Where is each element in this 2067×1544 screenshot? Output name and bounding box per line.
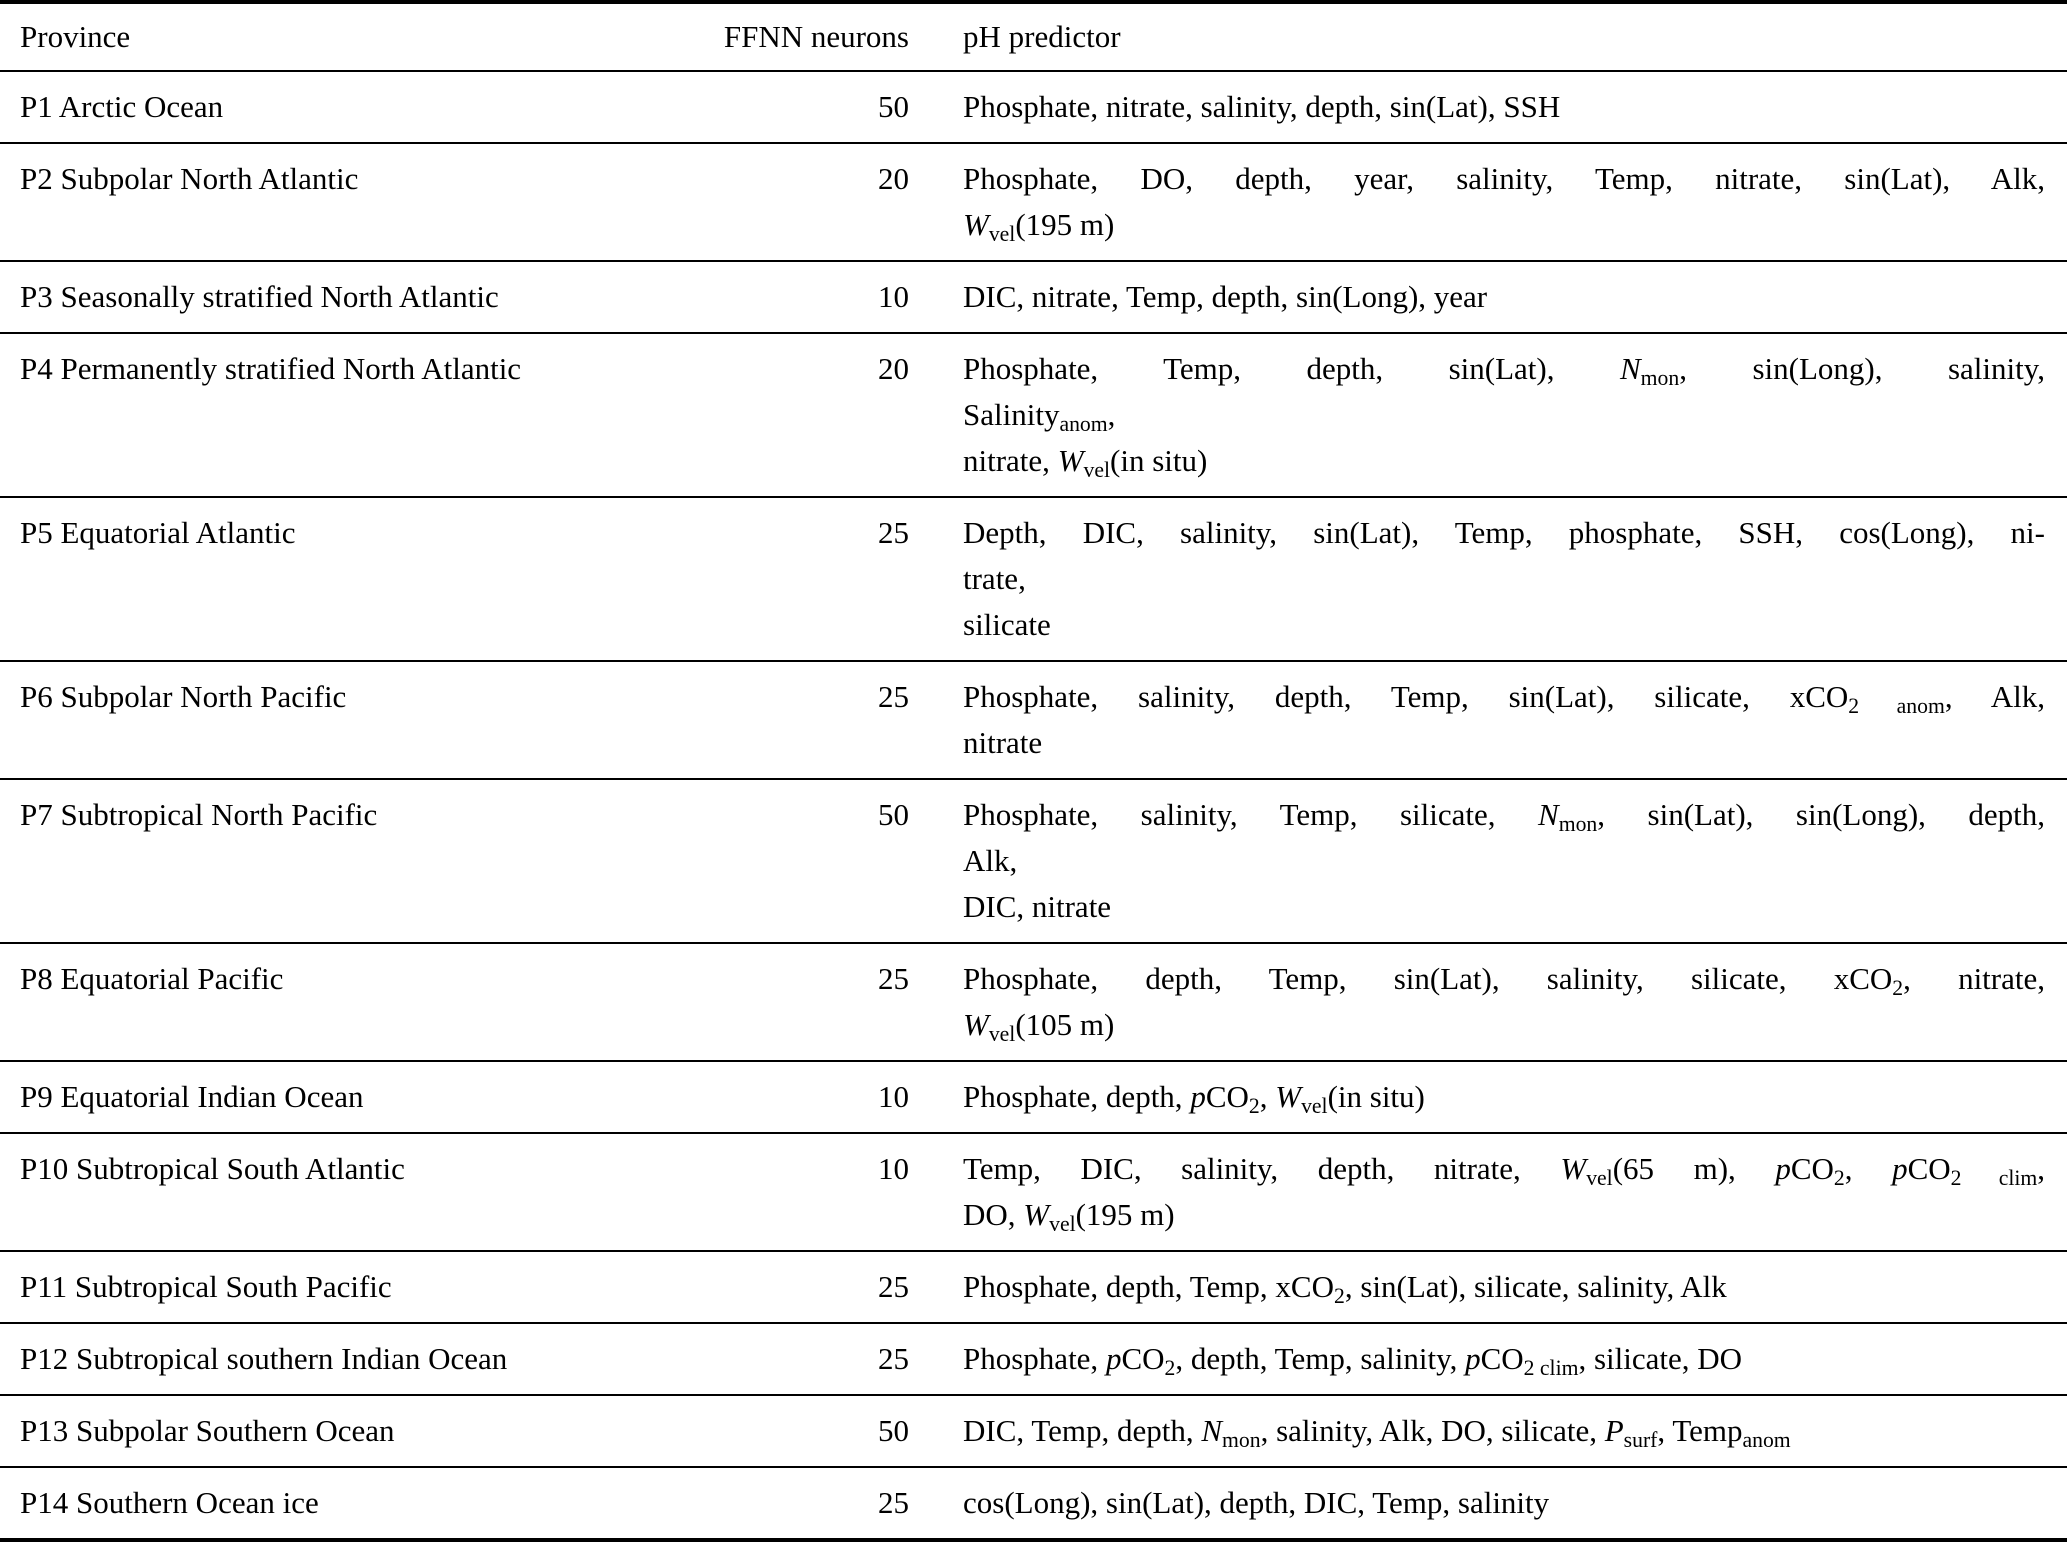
header-ph-predictor: pH predictor bbox=[909, 2, 2067, 72]
table-body: P1 Arctic Ocean 50 Phosphate, nitrate, s… bbox=[0, 71, 2067, 1540]
neurons-cell: 25 bbox=[878, 515, 909, 550]
province-cell: P6 Subpolar North Pacific bbox=[20, 679, 347, 714]
table-row: P14 Southern Ocean ice 25 cos(Long), sin… bbox=[0, 1467, 2067, 1540]
province-cell: P9 Equatorial Indian Ocean bbox=[20, 1079, 364, 1114]
predictor-line: Alk, bbox=[963, 843, 1018, 878]
table-row: P3 Seasonally stratified North Atlantic … bbox=[0, 261, 2067, 333]
predictor-cell: Phosphate, Temp, depth, sin(Lat), Nmon, … bbox=[909, 333, 2067, 497]
province-cell: P11 Subtropical South Pacific bbox=[20, 1269, 392, 1304]
predictor-line: Phosphate, depth, Temp, sin(Lat), salini… bbox=[963, 961, 2045, 1001]
province-cell: P4 Permanently stratified North Atlantic bbox=[20, 351, 522, 386]
predictor-cell: Depth, DIC, salinity, sin(Lat), Temp, ph… bbox=[909, 497, 2067, 661]
predictor-line: Phosphate, Temp, depth, sin(Lat), Nmon, … bbox=[963, 351, 2045, 391]
neurons-cell: 50 bbox=[878, 797, 909, 832]
predictor-cell: Temp, DIC, salinity, depth, nitrate, Wve… bbox=[909, 1133, 2067, 1251]
predictor-line: silicate bbox=[963, 607, 1051, 642]
header-ffnn-neurons: FFNN neurons bbox=[651, 2, 909, 72]
table-row: P1 Arctic Ocean 50 Phosphate, nitrate, s… bbox=[0, 71, 2067, 143]
predictor-line: Salinityanom, bbox=[963, 397, 1116, 437]
table-row: P8 Equatorial Pacific 25 Phosphate, dept… bbox=[0, 943, 2067, 1061]
neurons-cell: 25 bbox=[878, 1341, 909, 1376]
province-cell: P3 Seasonally stratified North Atlantic bbox=[20, 279, 499, 314]
neurons-cell: 10 bbox=[878, 1079, 909, 1114]
table-row: P7 Subtropical North Pacific 50 Phosphat… bbox=[0, 779, 2067, 943]
predictor-line: DIC, nitrate bbox=[963, 889, 1112, 924]
neurons-cell: 25 bbox=[878, 1269, 909, 1304]
predictor-line: Phosphate, salinity, depth, Temp, sin(La… bbox=[963, 679, 2045, 719]
neurons-cell: 10 bbox=[878, 279, 909, 314]
table-row: P12 Subtropical southern Indian Ocean 25… bbox=[0, 1323, 2067, 1395]
predictor-line: Wvel(195 m) bbox=[963, 207, 1115, 247]
province-cell: P1 Arctic Ocean bbox=[20, 89, 224, 124]
predictor-cell: Phosphate, salinity, depth, Temp, sin(La… bbox=[909, 661, 2067, 779]
predictor-cell: DIC, Temp, depth, Nmon, salinity, Alk, D… bbox=[909, 1395, 2067, 1467]
predictor-line: DIC, nitrate, Temp, depth, sin(Long), ye… bbox=[963, 279, 1488, 314]
province-cell: P12 Subtropical southern Indian Ocean bbox=[20, 1341, 508, 1376]
predictor-cell: Phosphate, depth, pCO2, Wvel(in situ) bbox=[909, 1061, 2067, 1133]
predictor-cell: cos(Long), sin(Lat), depth, DIC, Temp, s… bbox=[909, 1467, 2067, 1540]
predictor-cell: Phosphate, pCO2, depth, Temp, salinity, … bbox=[909, 1323, 2067, 1395]
predictor-cell: Phosphate, salinity, Temp, silicate, Nmo… bbox=[909, 779, 2067, 943]
province-cell: P14 Southern Ocean ice bbox=[20, 1485, 319, 1520]
table-header: Province FFNN neurons pH predictor bbox=[0, 2, 2067, 72]
predictor-line: DO, Wvel(195 m) bbox=[963, 1197, 1175, 1237]
table-row: P5 Equatorial Atlantic 25 Depth, DIC, sa… bbox=[0, 497, 2067, 661]
predictor-line: Temp, DIC, salinity, depth, nitrate, Wve… bbox=[963, 1151, 2046, 1191]
predictor-line: Phosphate, nitrate, salinity, depth, sin… bbox=[963, 89, 1561, 124]
province-cell: P10 Subtropical South Atlantic bbox=[20, 1151, 405, 1186]
neurons-cell: 25 bbox=[878, 679, 909, 714]
predictor-cell: Phosphate, depth, Temp, sin(Lat), salini… bbox=[909, 943, 2067, 1061]
predictor-line: Phosphate, salinity, Temp, silicate, Nmo… bbox=[963, 797, 2046, 837]
predictor-line: Depth, DIC, salinity, sin(Lat), Temp, ph… bbox=[963, 515, 2045, 550]
table-row: P10 Subtropical South Atlantic 10 Temp, … bbox=[0, 1133, 2067, 1251]
table-row: P2 Subpolar North Atlantic 20 Phosphate,… bbox=[0, 143, 2067, 261]
predictor-cell: DIC, nitrate, Temp, depth, sin(Long), ye… bbox=[909, 261, 2067, 333]
neurons-cell: 10 bbox=[878, 1151, 909, 1186]
predictor-line: cos(Long), sin(Lat), depth, DIC, Temp, s… bbox=[963, 1485, 1550, 1520]
header-province: Province bbox=[0, 2, 651, 72]
predictor-line: nitrate, Wvel(in situ) bbox=[963, 443, 1208, 483]
predictor-cell: Phosphate, nitrate, salinity, depth, sin… bbox=[909, 71, 2067, 143]
table-row: P13 Subpolar Southern Ocean 50 DIC, Temp… bbox=[0, 1395, 2067, 1467]
province-cell: P13 Subpolar Southern Ocean bbox=[20, 1413, 395, 1448]
predictor-line: Wvel(105 m) bbox=[963, 1007, 1115, 1047]
predictor-line: Phosphate, depth, pCO2, Wvel(in situ) bbox=[963, 1079, 1425, 1119]
predictor-cell: Phosphate, depth, Temp, xCO2, sin(Lat), … bbox=[909, 1251, 2067, 1323]
table-row: P9 Equatorial Indian Ocean 10 Phosphate,… bbox=[0, 1061, 2067, 1133]
table-row: P4 Permanently stratified North Atlantic… bbox=[0, 333, 2067, 497]
neurons-cell: 20 bbox=[878, 351, 909, 386]
predictor-line: Phosphate, pCO2, depth, Temp, salinity, … bbox=[963, 1341, 1743, 1381]
predictor-line: nitrate bbox=[963, 725, 1043, 760]
province-cell: P8 Equatorial Pacific bbox=[20, 961, 284, 996]
predictor-line: trate, bbox=[963, 561, 1026, 596]
province-cell: P7 Subtropical North Pacific bbox=[20, 797, 378, 832]
neurons-cell: 25 bbox=[878, 1485, 909, 1520]
predictor-cell: Phosphate, DO, depth, year, salinity, Te… bbox=[909, 143, 2067, 261]
province-cell: P5 Equatorial Atlantic bbox=[20, 515, 296, 550]
neurons-cell: 25 bbox=[878, 961, 909, 996]
neurons-cell: 50 bbox=[878, 89, 909, 124]
predictor-line: DIC, Temp, depth, Nmon, salinity, Alk, D… bbox=[963, 1413, 1791, 1453]
predictor-line: Phosphate, DO, depth, year, salinity, Te… bbox=[963, 161, 2045, 196]
province-cell: P2 Subpolar North Atlantic bbox=[20, 161, 359, 196]
table-row: P11 Subtropical South Pacific 25 Phospha… bbox=[0, 1251, 2067, 1323]
neurons-cell: 20 bbox=[878, 161, 909, 196]
predictor-line: Phosphate, depth, Temp, xCO2, sin(Lat), … bbox=[963, 1269, 1727, 1309]
table-row: P6 Subpolar North Pacific 25 Phosphate, … bbox=[0, 661, 2067, 779]
header-row: Province FFNN neurons pH predictor bbox=[0, 2, 2067, 72]
neurons-cell: 50 bbox=[878, 1413, 909, 1448]
